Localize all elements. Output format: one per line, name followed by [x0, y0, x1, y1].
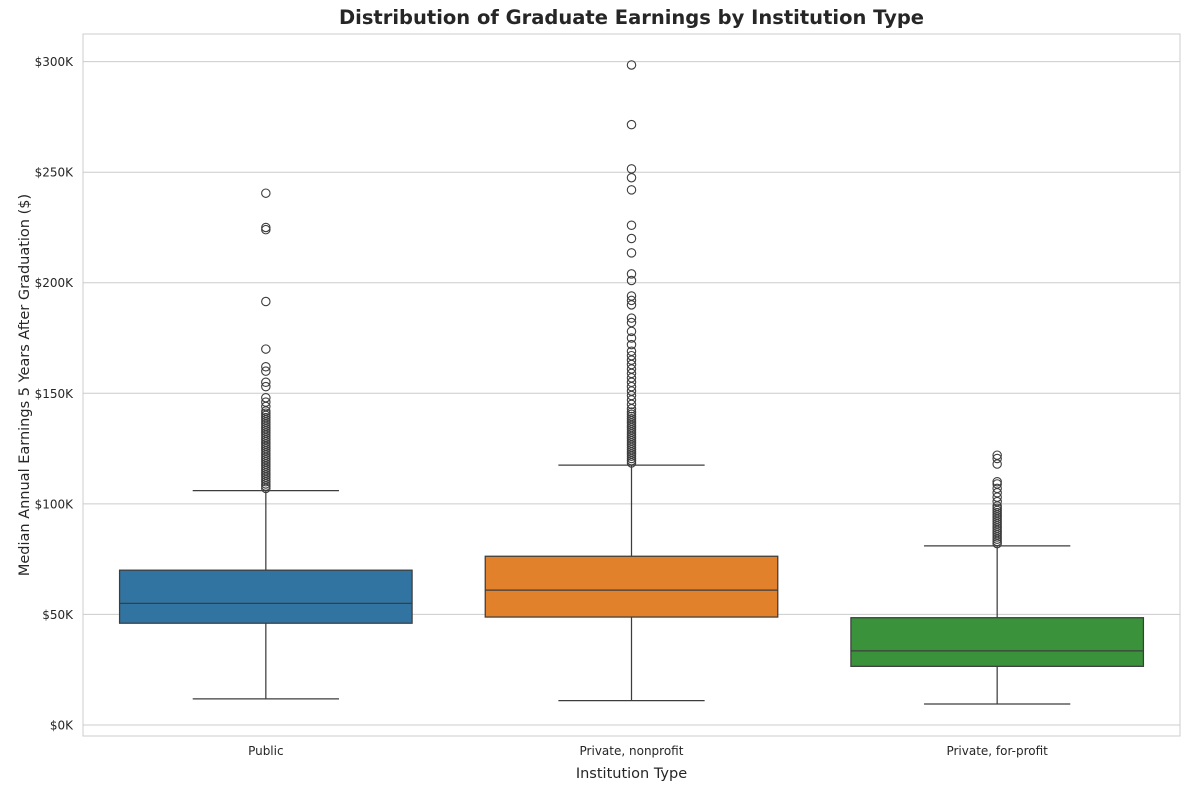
- x-tick-label: Public: [248, 744, 284, 758]
- y-tick-label: $50K: [42, 608, 74, 622]
- outlier-point: [626, 164, 637, 174]
- iqr-box: [484, 555, 779, 618]
- outlier-point: [626, 313, 637, 323]
- outlier-point: [626, 220, 637, 231]
- outlier-point: [626, 350, 637, 361]
- outlier-point: [626, 275, 637, 286]
- outlier-point: [626, 248, 637, 258]
- outlier-point: [261, 344, 271, 354]
- outlier-point: [626, 119, 637, 130]
- outlier-point: [992, 483, 1002, 494]
- outlier-point: [261, 366, 271, 376]
- box-group: [118, 188, 413, 700]
- outlier-point: [626, 60, 637, 70]
- outlier-point: [626, 185, 637, 195]
- boxes: [118, 60, 1145, 705]
- outlier-point: [626, 172, 637, 183]
- outlier-point: [626, 269, 637, 279]
- outlier-point: [626, 317, 637, 328]
- outlier-point: [626, 346, 637, 357]
- chart-title: Distribution of Graduate Earnings by Ins…: [338, 6, 925, 29]
- outlier-point: [626, 233, 637, 244]
- outlier-point: [261, 377, 271, 387]
- y-axis-label: Median Annual Earnings 5 Years After Gra…: [17, 194, 33, 576]
- outlier-point: [626, 407, 637, 417]
- outlier-point: [626, 291, 637, 301]
- outlier-point: [261, 188, 271, 198]
- x-axis-label: Institution Type: [576, 766, 687, 782]
- plot-frame: [82, 33, 1181, 737]
- x-tick-label: Private, nonprofit: [580, 744, 684, 758]
- outlier-point: [626, 339, 637, 350]
- iqr-box: [850, 617, 1145, 667]
- iqr-box: [118, 569, 413, 624]
- box-group: [850, 450, 1145, 705]
- y-tick-label: $100K: [35, 497, 75, 511]
- y-axis-ticks: $0K $50K $100K $150K $200K $250K $300K: [35, 55, 75, 732]
- outlier-point: [626, 295, 637, 306]
- y-tick-label: $250K: [35, 166, 75, 180]
- outlier-point: [992, 476, 1002, 487]
- y-tick-label: $200K: [35, 276, 75, 290]
- outlier-point: [261, 222, 271, 233]
- outlier-point: [992, 450, 1002, 460]
- outlier-point: [261, 362, 271, 372]
- outlier-point: [261, 296, 271, 307]
- outlier-point: [261, 397, 271, 407]
- outlier-point: [626, 333, 637, 343]
- y-tick-label: $0K: [50, 718, 74, 732]
- outlier-point: [261, 392, 271, 403]
- x-tick-label: Private, for-profit: [946, 744, 1048, 758]
- box-group: [484, 60, 779, 702]
- outlier-point: [992, 453, 1002, 464]
- x-axis-ticks: Public Private, nonprofit Private, for-pro…: [248, 744, 1048, 758]
- outlier-point: [261, 381, 271, 392]
- y-tick-label: $300K: [35, 55, 75, 69]
- y-tick-label: $150K: [35, 387, 75, 401]
